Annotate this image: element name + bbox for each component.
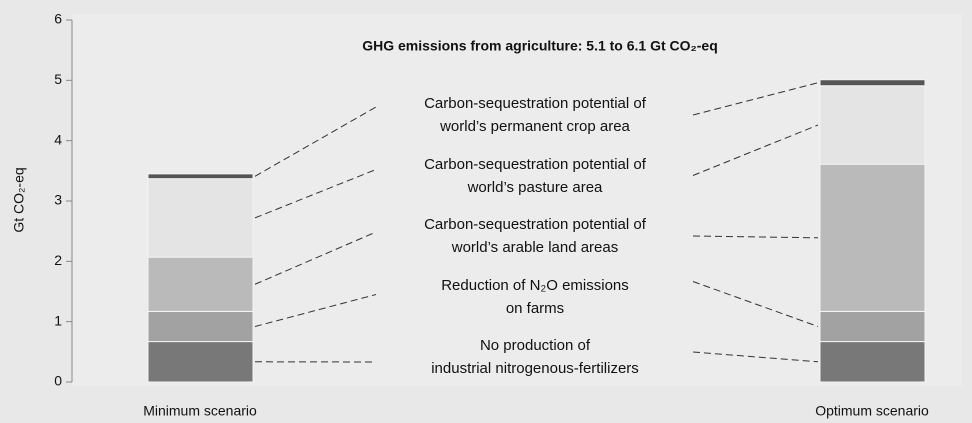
leader-line	[692, 281, 819, 327]
segment-label: Carbon-sequestration potential of world’…	[424, 95, 646, 135]
leader-line	[254, 106, 377, 177]
bar-segment	[819, 341, 926, 383]
bar-segment	[819, 79, 926, 87]
leader-line	[692, 351, 819, 363]
segment-label: Reduction of N₂O emissions on farms	[441, 276, 629, 317]
x-tick-label: Minimum scenario	[143, 403, 257, 419]
bar-segment	[147, 310, 254, 343]
y-tick-label: 0	[54, 373, 62, 389]
chart-title: GHG emissions from agriculture: 5.1 to 6…	[362, 38, 718, 54]
y-tick-label: 3	[54, 192, 62, 208]
bar-segment	[819, 310, 926, 343]
bar-segment	[147, 173, 254, 180]
y-tick-label: 5	[54, 71, 62, 87]
bar-segment	[147, 178, 254, 258]
bar-segment	[147, 256, 254, 312]
leader-line	[254, 294, 377, 327]
bar-segment	[819, 163, 926, 312]
y-tick-label: 6	[54, 11, 62, 27]
bar-segment	[819, 85, 926, 165]
leader-line	[692, 124, 819, 176]
leader-line	[692, 235, 819, 239]
y-tick-label: 1	[54, 312, 62, 328]
segment-label: No production of industrial nitrogenous-…	[431, 337, 639, 377]
segment-label: Carbon-sequestration potential of world’…	[424, 216, 646, 256]
y-tick-label: 2	[54, 252, 62, 268]
y-tick-label: 4	[54, 131, 62, 147]
x-tick-label: Optimum scenario	[815, 403, 929, 419]
bar-segment	[147, 341, 254, 383]
y-axis-label: Gt CO₂-eq	[11, 167, 27, 232]
segment-label: Carbon-sequestration potential of world’…	[424, 155, 646, 196]
